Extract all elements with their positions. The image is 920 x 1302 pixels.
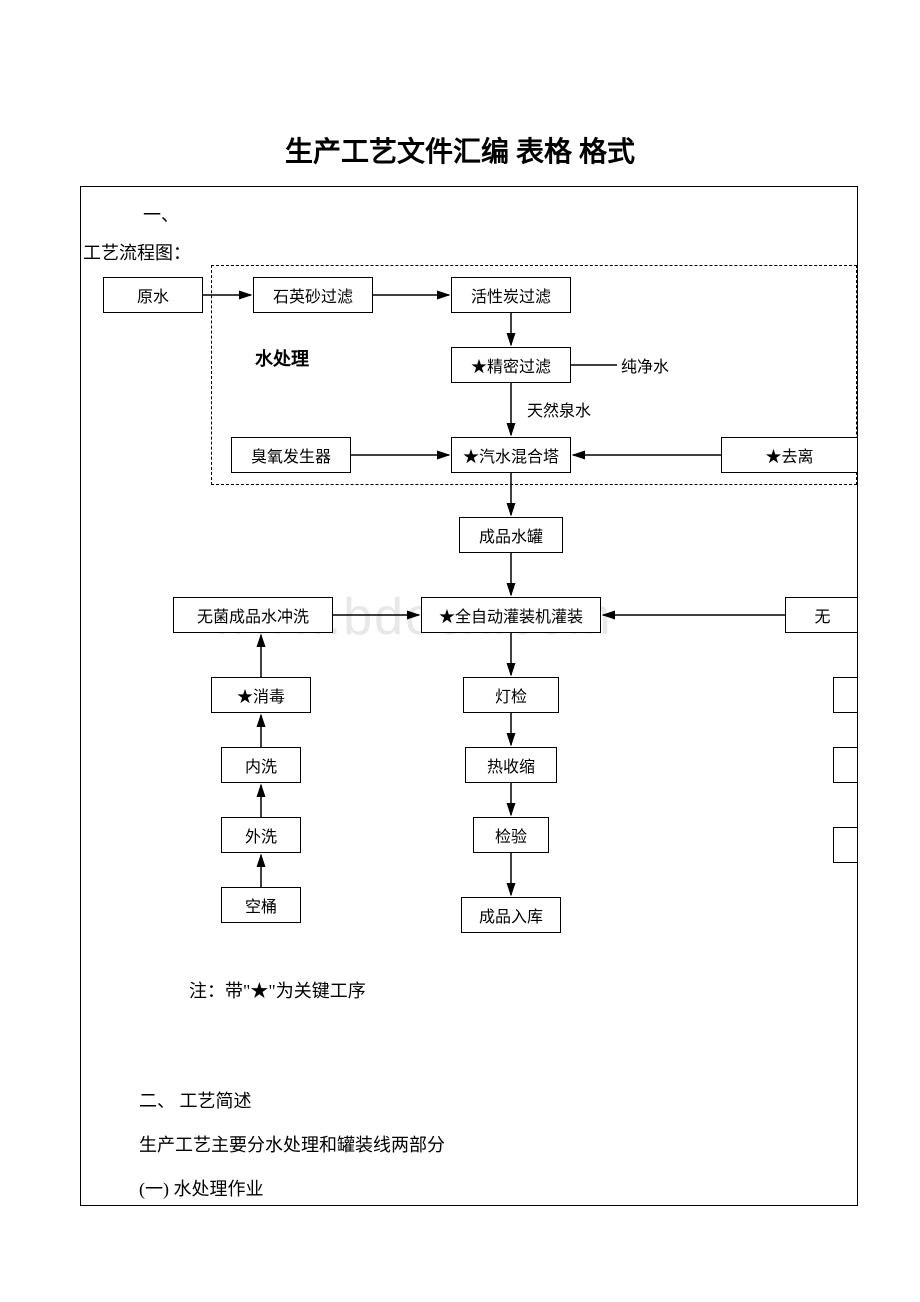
node-right-blank-1 [833, 677, 858, 713]
node-sterile-rinse: 无菌成品水冲洗 [173, 597, 333, 633]
node-product-tank: 成品水罐 [459, 517, 563, 553]
body-line-2: (一) 水处理作业 [139, 1175, 264, 1201]
page-title: 生产工艺文件汇编 表格 格式 [0, 130, 920, 170]
pure-water-label: 纯净水 [621, 353, 669, 377]
node-empty-barrel: 空桶 [221, 887, 301, 923]
spring-water-label: 天然泉水 [527, 397, 591, 421]
node-right-blank-2 [833, 747, 858, 783]
node-inspect: 检验 [473, 817, 549, 853]
node-quartz-filter: 石英砂过滤 [253, 277, 373, 313]
node-disinfect: ★消毒 [211, 677, 311, 713]
node-mixing-tower: ★汽水混合塔 [451, 437, 571, 473]
flowchart-heading: 工艺流程图： [83, 239, 191, 265]
node-inner-wash: 内洗 [221, 747, 301, 783]
section-1-number: 一、 [143, 201, 179, 227]
node-storage: 成品入库 [461, 897, 561, 933]
node-right-blank-3 [833, 827, 858, 863]
node-heat-shrink: 热收缩 [465, 747, 557, 783]
body-line-1: 生产工艺主要分水处理和罐装线两部分 [139, 1131, 445, 1157]
node-ozone-generator: 臭氧发生器 [231, 437, 351, 473]
node-precision-filter: ★精密过滤 [451, 347, 571, 383]
node-wu: 无 [785, 597, 858, 633]
node-auto-fill: ★全自动灌装机灌装 [421, 597, 601, 633]
node-outer-wash: 外洗 [221, 817, 301, 853]
node-light-check: 灯检 [463, 677, 559, 713]
star-note: 注：带"★"为关键工序 [189, 977, 366, 1003]
water-treatment-label: 水处理 [255, 345, 309, 371]
node-deionize: ★去离 [721, 437, 857, 473]
document-frame: 一、 工艺流程图： www.bdocx.com 原水 石英砂过滤 活性炭过滤 水… [80, 186, 858, 1206]
section-2-heading: 二、 工艺简述 [139, 1087, 252, 1113]
node-raw-water: 原水 [103, 277, 203, 313]
node-carbon-filter: 活性炭过滤 [451, 277, 571, 313]
